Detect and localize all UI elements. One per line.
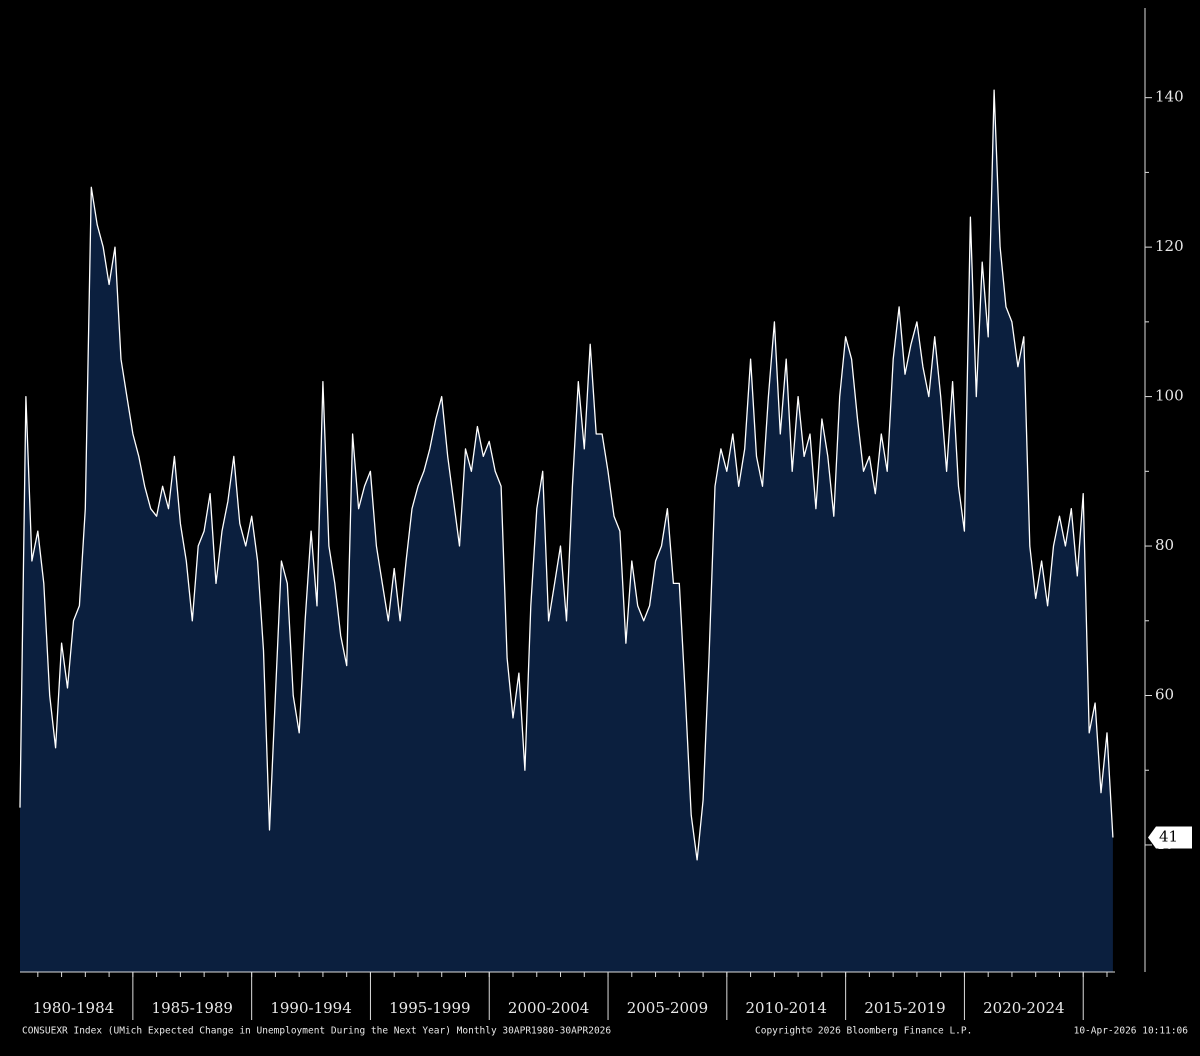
y-tick-label: 80 xyxy=(1155,536,1174,554)
x-tick-label: 2000-2004 xyxy=(508,999,589,1017)
y-tick-label: 100 xyxy=(1155,387,1184,405)
footer-left: CONSUEXR Index (UMich Expected Change in… xyxy=(22,1026,611,1037)
x-tick-label: 2005-2009 xyxy=(627,999,708,1017)
x-tick-label: 2020-2024 xyxy=(983,999,1064,1017)
x-tick-label: 1990-1994 xyxy=(270,999,351,1017)
x-tick-label: 2010-2014 xyxy=(746,999,827,1017)
footer-center: Copyright© 2026 Bloomberg Finance L.P. xyxy=(755,1026,972,1037)
y-tick-label: 60 xyxy=(1155,686,1174,704)
x-tick-label: 1995-1999 xyxy=(389,999,470,1017)
x-tick-label: 1980-1984 xyxy=(33,999,114,1017)
area xyxy=(20,90,1113,972)
last-value-box xyxy=(1148,826,1192,849)
footer-right: 10-Apr-2026 10:11:06 xyxy=(1074,1026,1189,1037)
x-tick-label: 1985-1989 xyxy=(152,999,233,1017)
y-tick-label: 120 xyxy=(1155,237,1184,255)
x-tick-label: 2015-2019 xyxy=(864,999,945,1017)
line xyxy=(19,89,1114,861)
last-value-label: 41 xyxy=(1159,827,1178,845)
y-tick-label: 140 xyxy=(1155,88,1184,106)
